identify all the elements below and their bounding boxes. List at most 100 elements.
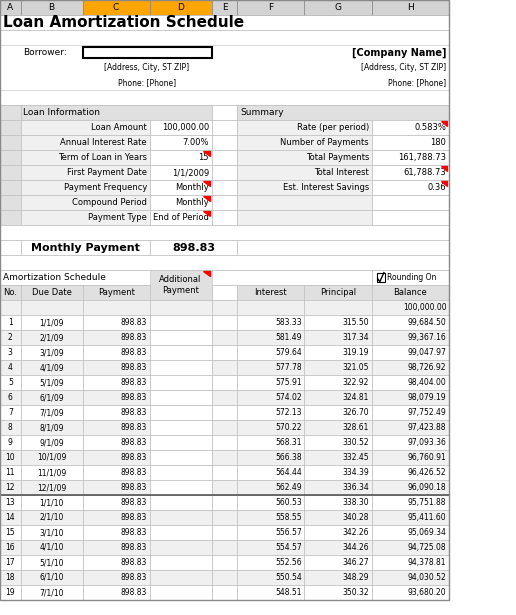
Bar — [304, 510, 372, 525]
Bar — [0, 540, 21, 555]
Bar — [237, 585, 304, 600]
Bar — [212, 135, 237, 150]
Bar — [304, 495, 372, 510]
Bar — [237, 405, 304, 420]
Bar — [0, 315, 21, 330]
Text: 99,367.16: 99,367.16 — [408, 333, 446, 342]
Bar — [0, 360, 21, 375]
Bar — [377, 272, 385, 282]
Bar — [372, 480, 449, 495]
Bar — [237, 525, 304, 540]
Bar — [83, 315, 150, 330]
Bar — [83, 465, 150, 480]
Bar — [372, 525, 449, 540]
Text: Interest: Interest — [254, 288, 287, 297]
Bar — [150, 240, 237, 255]
Text: 8: 8 — [8, 423, 13, 432]
Text: 898.83: 898.83 — [121, 363, 147, 372]
Bar — [372, 0, 449, 15]
Bar — [212, 450, 237, 465]
Text: 5/1/09: 5/1/09 — [39, 378, 64, 387]
Text: 572.13: 572.13 — [276, 408, 302, 417]
Text: 560.53: 560.53 — [275, 498, 302, 507]
Text: 548.51: 548.51 — [276, 588, 302, 597]
Bar — [21, 240, 150, 255]
Bar — [304, 435, 372, 450]
Text: 898.83: 898.83 — [121, 378, 147, 387]
Bar — [237, 390, 304, 405]
Bar — [21, 525, 83, 540]
Bar — [237, 585, 304, 600]
Bar — [237, 555, 304, 570]
Text: 1/1/09: 1/1/09 — [39, 318, 64, 327]
Bar — [0, 225, 449, 240]
Bar — [0, 390, 21, 405]
Bar — [21, 405, 83, 420]
Bar — [83, 390, 150, 405]
Bar — [150, 120, 212, 135]
Bar — [0, 435, 21, 450]
Text: 19: 19 — [6, 588, 15, 597]
Bar — [372, 585, 449, 600]
Polygon shape — [203, 181, 210, 186]
Bar — [150, 450, 212, 465]
Bar — [372, 330, 449, 345]
Text: 97,752.49: 97,752.49 — [408, 408, 446, 417]
Bar — [21, 450, 83, 465]
Bar — [304, 465, 372, 480]
Bar — [0, 240, 21, 255]
Bar — [150, 480, 212, 495]
Text: Additional
Payment: Additional Payment — [159, 275, 202, 295]
Bar — [0, 75, 449, 90]
Bar — [237, 525, 304, 540]
Bar — [0, 255, 449, 270]
Text: 332.45: 332.45 — [342, 453, 369, 462]
Bar — [0, 480, 21, 495]
Bar — [212, 585, 237, 600]
Bar — [212, 180, 237, 195]
Bar — [150, 345, 212, 360]
Bar — [237, 420, 304, 435]
Bar — [237, 510, 304, 525]
Text: Term of Loan in Years: Term of Loan in Years — [58, 153, 147, 162]
Bar — [212, 345, 237, 360]
Bar — [237, 435, 304, 450]
Bar — [212, 0, 237, 15]
Bar — [372, 420, 449, 435]
Bar — [212, 315, 237, 330]
Bar — [83, 375, 150, 390]
Bar — [21, 105, 212, 120]
Bar — [150, 585, 212, 600]
Bar — [0, 555, 21, 570]
Text: 2/1/10: 2/1/10 — [39, 513, 64, 522]
Bar — [0, 180, 21, 195]
Bar — [83, 450, 150, 465]
Bar — [0, 585, 21, 600]
Bar — [304, 345, 372, 360]
Bar — [21, 375, 83, 390]
Text: 898.83: 898.83 — [121, 558, 147, 567]
Text: 14: 14 — [6, 513, 15, 522]
Bar — [150, 0, 212, 15]
Bar — [212, 390, 237, 405]
Bar — [237, 450, 304, 465]
Text: 556.57: 556.57 — [275, 528, 302, 537]
Bar — [372, 360, 449, 375]
Bar — [83, 480, 150, 495]
Bar — [372, 180, 449, 195]
Text: Annual Interest Rate: Annual Interest Rate — [60, 138, 147, 147]
Bar — [21, 495, 83, 510]
Text: 95,751.88: 95,751.88 — [408, 498, 446, 507]
Text: Monthly Payment: Monthly Payment — [31, 242, 139, 253]
Bar — [212, 165, 237, 180]
Bar — [21, 210, 150, 225]
Bar — [372, 450, 449, 465]
Bar — [372, 375, 449, 390]
Bar — [212, 360, 237, 375]
Bar — [212, 285, 237, 300]
Text: 350.32: 350.32 — [342, 588, 369, 597]
Bar — [212, 405, 237, 420]
Bar — [21, 240, 150, 255]
Text: 8/1/09: 8/1/09 — [39, 423, 64, 432]
Bar — [237, 135, 372, 150]
